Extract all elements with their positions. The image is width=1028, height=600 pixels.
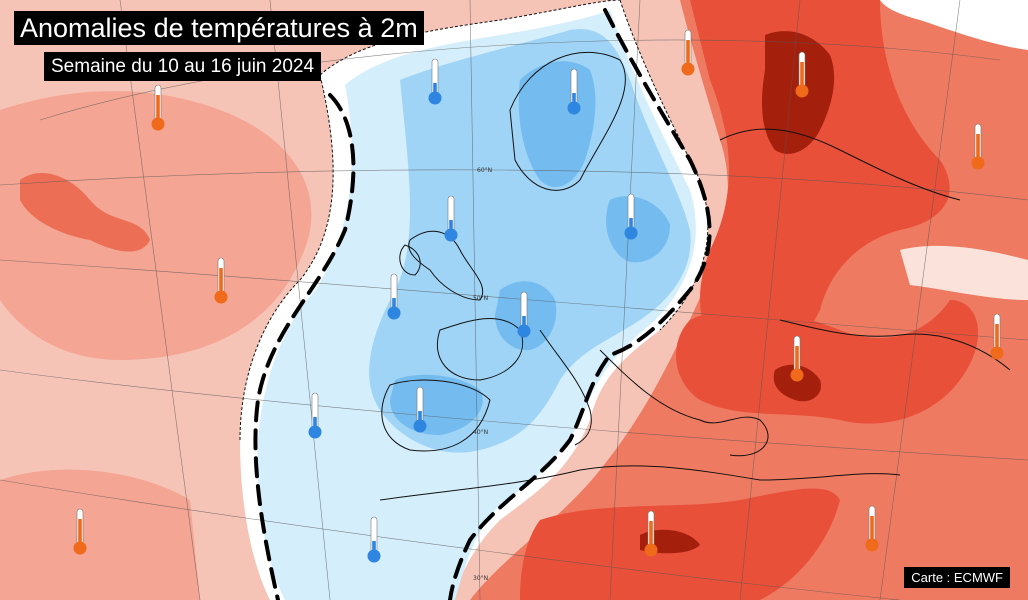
- thermo-warm-scandinavia-east-icon: [681, 29, 695, 76]
- thermo-cold-atlantic-iberia-icon: [308, 392, 322, 439]
- lat-label-30: 30°N: [473, 575, 488, 582]
- thermo-cold-poland-icon: [624, 193, 638, 240]
- thermo-warm-russia-icon: [795, 51, 809, 98]
- lat-label-40: 40°N: [473, 429, 488, 436]
- thermo-cold-north-sea-icon: [428, 58, 442, 105]
- thermo-cold-france-icon: [517, 291, 531, 338]
- warm-patch-west-atlantic: [0, 91, 312, 360]
- warm-strong-east: [690, 0, 950, 363]
- thermo-warm-anatolia-icon: [990, 313, 1004, 360]
- thermo-cold-bay-of-biscay-icon: [387, 273, 401, 320]
- cold-core-spain: [390, 374, 483, 435]
- thermo-cold-spain-icon: [413, 386, 427, 433]
- front-boundary: [253, 8, 712, 600]
- neutral-patch-east: [900, 245, 1028, 300]
- warm-core-atlantic: [20, 172, 150, 252]
- thermometer-icons: [73, 29, 1004, 563]
- thermo-warm-far-east-icon: [971, 123, 985, 170]
- warm-extreme-balkans: [773, 364, 821, 402]
- thermo-warm-north-atlantic-icon: [151, 84, 165, 131]
- thermo-warm-north-africa-icon: [644, 510, 658, 557]
- map-title: Anomalies de températures à 2m: [14, 11, 424, 45]
- thermo-cold-morocco-icon: [367, 516, 381, 563]
- warm-strong-balkans: [676, 300, 979, 424]
- map-credit: Carte : ECMWF: [904, 567, 1010, 588]
- thermo-cold-ireland-icon: [444, 195, 458, 242]
- coastlines: [379, 51, 1011, 501]
- cold-region: [369, 29, 691, 453]
- thermo-warm-mid-atlantic-icon: [214, 257, 228, 304]
- thermo-cold-scandinavia-icon: [567, 68, 581, 115]
- lat-label-60: 60°N: [477, 167, 492, 174]
- neutral-patch-north-east: [880, 0, 1028, 50]
- map-subtitle: Semaine du 10 au 16 juin 2024: [44, 52, 322, 81]
- lat-label-50: 50°N: [473, 295, 488, 302]
- thermo-warm-egypt-icon: [865, 505, 879, 552]
- warm-patch-south-atlantic: [0, 469, 200, 600]
- thermo-warm-south-atlantic-icon: [73, 508, 87, 555]
- thermo-warm-balkans-icon: [790, 335, 804, 382]
- cold-core-poland: [606, 196, 670, 263]
